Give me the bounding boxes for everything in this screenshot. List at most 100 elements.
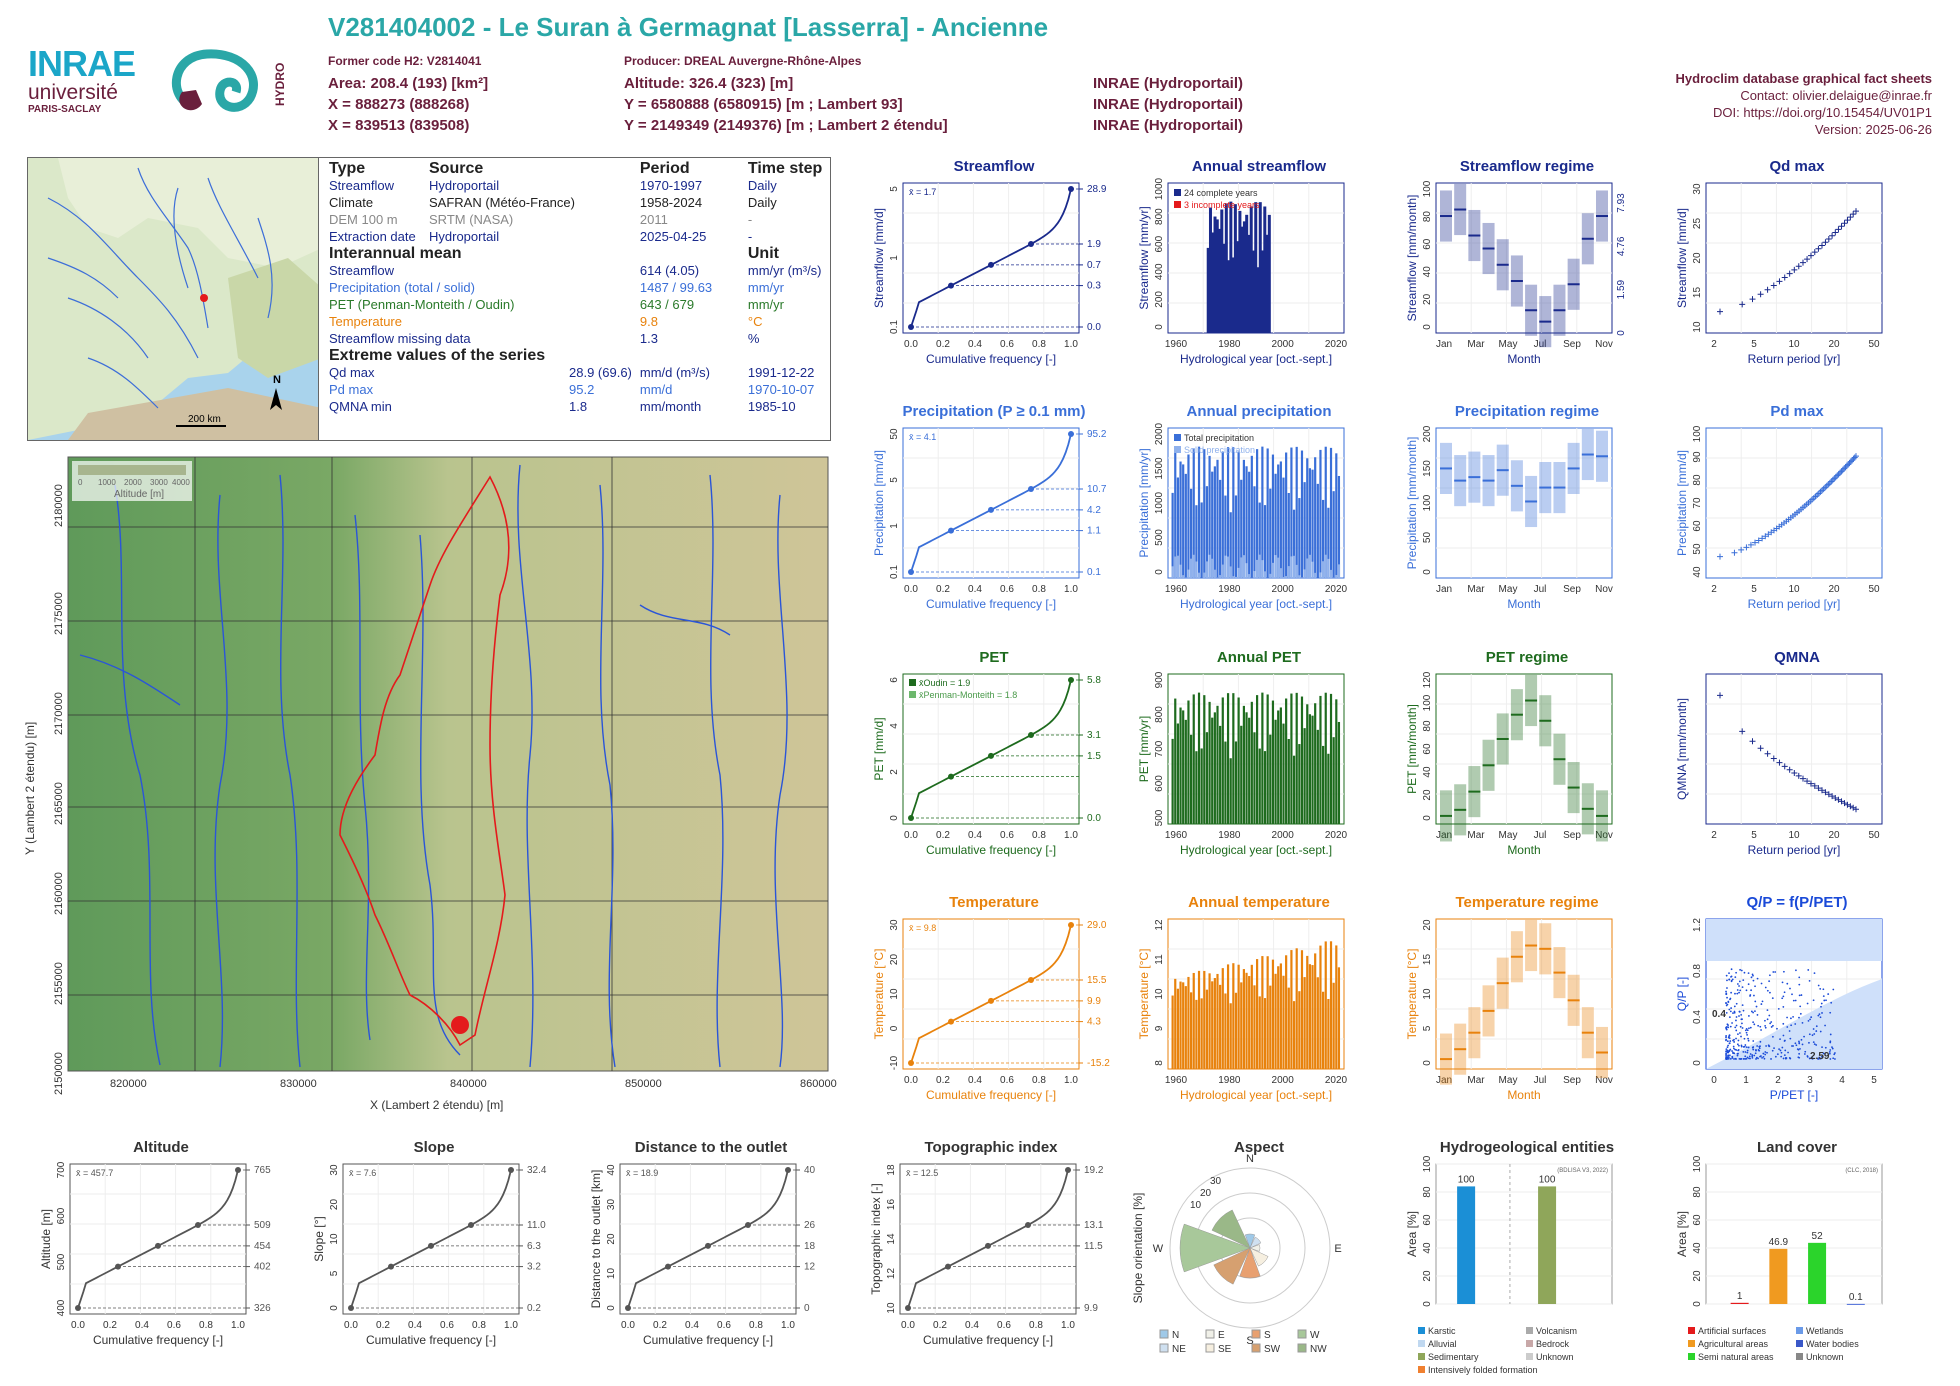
annual-bar (1266, 448, 1269, 578)
outlet-point (451, 1016, 469, 1034)
doi-link[interactable]: DOI: https://doi.org/10.15454/UV01P1 (1713, 105, 1932, 120)
qp-point (1729, 1010, 1732, 1013)
annual-bar (1303, 977, 1306, 1069)
row-period: 1958-2024 (639, 195, 703, 210)
y-tick-label: 0 (1422, 815, 1433, 821)
y-tick-label: 100 (1422, 1155, 1433, 1172)
return-period-point (1770, 282, 1777, 289)
y-tick-label: 100 (1692, 1155, 1703, 1172)
right-tick-label: 0.0 (1087, 813, 1101, 824)
legend-swatch (1205, 1329, 1215, 1339)
qp-point (1728, 972, 1730, 975)
source-2: INRAE (Hydroportail) (1093, 96, 1243, 113)
solid-precip-bar (1277, 557, 1280, 578)
x-tick-label: Jul (1534, 830, 1547, 841)
legend-swatch (1526, 1327, 1533, 1334)
inter-value: 9.8 (639, 314, 658, 329)
y-tick-label: 0.8 (1692, 964, 1703, 978)
qp-point (1786, 1016, 1788, 1019)
page-title: V281404002 - Le Suran à Germagnat [Lasse… (328, 12, 1049, 42)
universite-text: université (28, 81, 118, 104)
qp-point (1771, 997, 1774, 1000)
annual-bar (1237, 964, 1240, 1069)
legend-label: Unknown (1806, 1352, 1844, 1362)
annual-bar (1253, 486, 1256, 578)
return-period-point (1786, 766, 1793, 773)
map-ytick: 2165000 (53, 782, 65, 825)
right-tick-label: 1.1 (1087, 526, 1101, 537)
qp-point (1740, 1045, 1743, 1048)
qp-point (1725, 993, 1728, 996)
qp-point (1778, 1048, 1780, 1051)
x-axis-label: Cumulative frequency [-] (93, 1333, 223, 1347)
y-tick-label: 10 (889, 988, 900, 1000)
ext-unit: mm/d (m³/s) (639, 365, 710, 380)
qp-point (1806, 1002, 1809, 1005)
y-tick-label: 0 (1154, 324, 1165, 330)
y-tick-label: 90 (1692, 451, 1703, 463)
y-tick-label: 1500 (1154, 457, 1165, 480)
annual_precip-chart: Annual precipitation 1960 1980 2000 2020 0 500… (1137, 403, 1348, 611)
qp-point (1815, 1044, 1818, 1046)
map-ytick: 2180000 (53, 484, 65, 527)
return-period-point (1850, 211, 1857, 218)
y-lambert2e: Y = 2149349 (2149376) [m ; Lambert 2 éte… (624, 117, 948, 134)
qp-point (1764, 986, 1767, 989)
annual-bar (1327, 507, 1330, 578)
annual-bar (1195, 999, 1198, 1069)
right-tick-label: 454 (254, 1241, 271, 1252)
x-tick-label: 2000 (1272, 339, 1295, 350)
precip_fdc-chart: Precipitation (P ≥ 0.1 mm) 0.0 0.2 0.4 0.6 0.… (872, 403, 1107, 611)
x-tick-label: 0.0 (904, 584, 918, 595)
qp-point (1748, 1055, 1751, 1058)
annual-bar (1308, 964, 1311, 1069)
rose-sector (1179, 1223, 1251, 1273)
qp-point (1813, 1033, 1816, 1035)
annual-bar (1277, 710, 1280, 824)
solid-precip-bar (1242, 555, 1245, 578)
x-axis-label: Return period [yr] (1748, 843, 1841, 857)
inter-label: Streamflow (329, 263, 395, 278)
return-period-point (1807, 252, 1814, 259)
qp-point (1727, 1044, 1729, 1047)
qp-point (1726, 979, 1728, 982)
qp-point (1733, 1005, 1736, 1008)
x-tick-label: 20 (1828, 830, 1840, 841)
ext-date: 1970-10-07 (747, 382, 815, 397)
annual-bar (1221, 968, 1224, 1069)
qp-point (1824, 1046, 1827, 1049)
qp-point (1818, 1013, 1821, 1016)
right-tick-label: 29.0 (1087, 920, 1107, 931)
qp-point (1745, 989, 1748, 992)
annual-bar (1256, 695, 1259, 824)
return-period-point (1799, 775, 1806, 782)
annual-bar (1205, 989, 1209, 1069)
annual-bar (1319, 945, 1322, 1069)
qp-point (1755, 1049, 1757, 1052)
qp-point (1760, 1003, 1763, 1005)
contact[interactable]: Contact: olivier.delaigue@inrae.fr (1740, 88, 1932, 103)
y-tick-label: 5 (889, 477, 900, 483)
y-tick-label: 40 (1692, 1242, 1703, 1254)
return-period-point (1776, 759, 1783, 766)
right-tick-label: 7.93 (1616, 193, 1627, 213)
y-tick-label: 14 (886, 1233, 897, 1245)
qp-point (1742, 1050, 1745, 1053)
x-axis-label: Hydrological year [oct.-sept.] (1180, 843, 1332, 857)
qp-point (1732, 1012, 1734, 1014)
paris-saclay-text: PARIS-SACLAY (28, 104, 102, 115)
qp-point (1752, 1040, 1755, 1042)
legend-swatch (1174, 201, 1181, 208)
qmna-chart: QMNA 2 5 10 20 50 Return period [yr] QMNA [mm/m… (1675, 649, 1883, 857)
annual-bar (1229, 758, 1232, 824)
qp-point (1725, 1036, 1727, 1039)
qp-point (1819, 987, 1822, 990)
qp-point (1725, 1054, 1727, 1057)
return-period-point (1842, 464, 1849, 471)
qp-point (1744, 1051, 1747, 1053)
x-tick-label: 50 (1868, 830, 1880, 841)
qp-point (1786, 1026, 1789, 1028)
qp-point (1760, 982, 1763, 985)
return-period-point (1843, 462, 1850, 469)
